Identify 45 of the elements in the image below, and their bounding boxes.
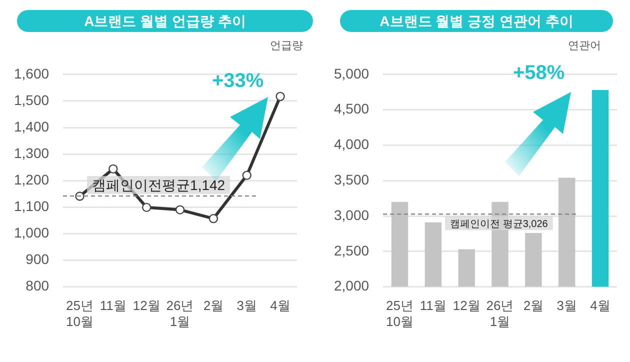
x-tick-label: 3월 bbox=[236, 298, 257, 314]
y-tick-label: 1,400 bbox=[14, 118, 50, 134]
x-tick-label: 26년 1월 bbox=[486, 298, 514, 329]
y-tick-label: 4,500 bbox=[334, 100, 370, 117]
annotation: +58% bbox=[513, 62, 565, 85]
y-tick-label: 1,000 bbox=[14, 224, 50, 241]
y-tick-label: 3,500 bbox=[334, 171, 370, 188]
y-tick-label: 5,000 bbox=[334, 65, 370, 82]
y-tick-label: 1,100 bbox=[14, 198, 50, 214]
y-tick-label: 900 bbox=[26, 251, 50, 268]
y-tick-label: 800 bbox=[26, 278, 50, 294]
x-tick-label: 26년 1월 bbox=[166, 298, 194, 329]
x-tick-label: 3월 bbox=[556, 298, 577, 314]
y-tick-label: 1,300 bbox=[14, 144, 50, 161]
point bbox=[242, 170, 252, 180]
x-tick-label: 2월 bbox=[523, 298, 544, 314]
point bbox=[108, 164, 118, 174]
x-tick-label: 12월 bbox=[452, 298, 480, 314]
point bbox=[75, 192, 84, 201]
point bbox=[276, 92, 285, 102]
point bbox=[175, 205, 185, 214]
chart-title: A브랜드 월별 언급량 추이 bbox=[17, 10, 313, 32]
y-tick-label: 4,000 bbox=[334, 136, 370, 152]
chart-title: A브랜드 월별 긍정 연관어 추이 bbox=[340, 10, 613, 32]
x-tick-label: 4월 bbox=[270, 298, 290, 314]
y-tick-label: 3,000 bbox=[334, 206, 370, 223]
x-tick-label: 4월 bbox=[590, 298, 610, 314]
y-axis-title: 연관어 bbox=[568, 39, 601, 53]
y-tick-label: 1,500 bbox=[14, 92, 50, 108]
annotation: +33% bbox=[212, 70, 264, 93]
x-tick-label: 25년 10월 bbox=[386, 298, 414, 329]
x-tick-label: 12월 bbox=[132, 298, 160, 314]
x-tick-label: 11월 bbox=[100, 298, 126, 314]
y-tick-label: 2,000 bbox=[334, 278, 370, 294]
y-axis-title: 언급량 bbox=[270, 39, 303, 53]
point bbox=[142, 202, 152, 212]
x-tick-label: 25년 10월 bbox=[66, 298, 94, 329]
y-tick-label: 1,600 bbox=[14, 65, 50, 82]
x-tick-label: 2월 bbox=[203, 298, 224, 314]
ref-line-label: 캠페인이전 평균3,026 bbox=[450, 218, 548, 230]
y-tick-label: 1,200 bbox=[14, 171, 50, 188]
point bbox=[208, 214, 218, 224]
ref-line-label: 캠페인이전평균1,142 bbox=[92, 176, 226, 193]
x-tick-label: 11월 bbox=[420, 298, 446, 314]
y-tick-label: 2,500 bbox=[334, 242, 370, 258]
